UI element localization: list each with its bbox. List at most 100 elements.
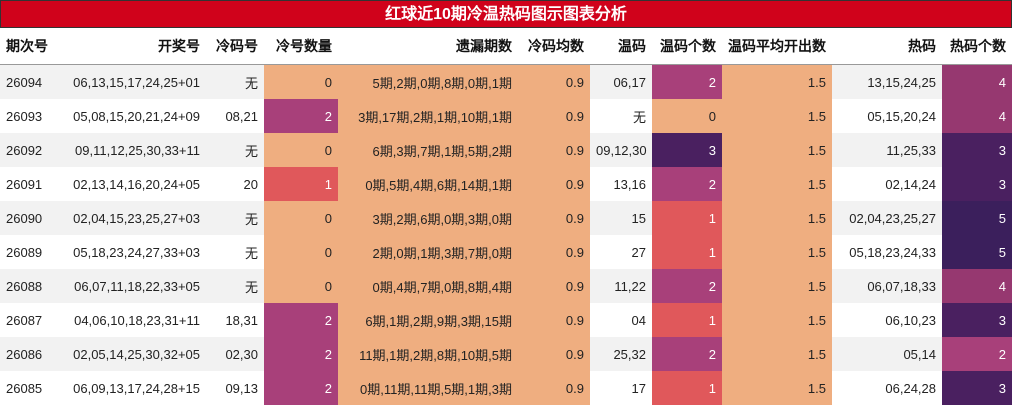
table-title: 红球近10期冷温热码图示图表分析 bbox=[0, 0, 1012, 28]
cell-hot-count: 3 bbox=[942, 167, 1012, 201]
cell-cold-avg: 0.9 bbox=[518, 303, 590, 337]
cell-hot: 02,04,23,25,27 bbox=[832, 201, 942, 235]
header-warm: 温码 bbox=[590, 28, 652, 65]
cell-cold-avg: 0.9 bbox=[518, 167, 590, 201]
table-row: 26093 05,08,15,20,21,24+09 08,21 2 3期,17期,2期… bbox=[0, 99, 1012, 133]
cell-miss: 5期,2期,0期,8期,0期,1期 bbox=[338, 64, 518, 99]
header-warm-avg: 温码平均开出数 bbox=[722, 28, 832, 65]
cell-cold: 09,13 bbox=[206, 371, 264, 405]
cell-miss: 2期,0期,1期,3期,7期,0期 bbox=[338, 235, 518, 269]
cell-warm-avg: 1.5 bbox=[722, 269, 832, 303]
cell-miss: 0期,5期,4期,6期,14期,1期 bbox=[338, 167, 518, 201]
cell-warm-avg: 1.5 bbox=[722, 64, 832, 99]
cell-warm-avg: 1.5 bbox=[722, 337, 832, 371]
table-row: 26085 06,09,13,17,24,28+15 09,13 2 0期,11期,11… bbox=[0, 371, 1012, 405]
cell-cold: 无 bbox=[206, 269, 264, 303]
header-cold-count: 冷号数量 bbox=[264, 28, 338, 65]
cell-hot-count: 2 bbox=[942, 337, 1012, 371]
cell-cold-count: 0 bbox=[264, 235, 338, 269]
cell-issue: 26093 bbox=[0, 99, 58, 133]
cell-issue: 26092 bbox=[0, 133, 58, 167]
cell-cold: 无 bbox=[206, 64, 264, 99]
cell-issue: 26089 bbox=[0, 235, 58, 269]
cell-warm: 11,22 bbox=[590, 269, 652, 303]
cell-draw: 06,07,11,18,22,33+05 bbox=[58, 269, 206, 303]
cell-hot: 05,14 bbox=[832, 337, 942, 371]
cell-cold: 无 bbox=[206, 133, 264, 167]
cell-warm: 25,32 bbox=[590, 337, 652, 371]
table-row: 26088 06,07,11,18,22,33+05 无 0 0期,4期,7期,0期,8… bbox=[0, 269, 1012, 303]
table-row: 26086 02,05,14,25,30,32+05 02,30 2 11期,1期,2期… bbox=[0, 337, 1012, 371]
header-cold-avg: 冷码均数 bbox=[518, 28, 590, 65]
cell-warm-count: 2 bbox=[652, 64, 722, 99]
cell-warm: 09,12,30 bbox=[590, 133, 652, 167]
header-draw: 开奖号 bbox=[58, 28, 206, 65]
cell-warm: 无 bbox=[590, 99, 652, 133]
cell-warm-avg: 1.5 bbox=[722, 235, 832, 269]
cell-warm-avg: 1.5 bbox=[722, 201, 832, 235]
cell-cold-count: 2 bbox=[264, 337, 338, 371]
cell-draw: 05,08,15,20,21,24+09 bbox=[58, 99, 206, 133]
cell-hot: 05,18,23,24,33 bbox=[832, 235, 942, 269]
cell-cold-avg: 0.9 bbox=[518, 64, 590, 99]
cell-cold-count: 2 bbox=[264, 99, 338, 133]
cell-warm-avg: 1.5 bbox=[722, 303, 832, 337]
cell-issue: 26094 bbox=[0, 64, 58, 99]
cell-hot: 02,14,24 bbox=[832, 167, 942, 201]
cell-miss: 0期,11期,11期,5期,1期,3期 bbox=[338, 371, 518, 405]
header-cold: 冷码号 bbox=[206, 28, 264, 65]
cell-hot-count: 5 bbox=[942, 201, 1012, 235]
cell-warm-count: 2 bbox=[652, 337, 722, 371]
cell-miss: 3期,17期,2期,1期,10期,1期 bbox=[338, 99, 518, 133]
cell-hot-count: 5 bbox=[942, 235, 1012, 269]
cell-warm-avg: 1.5 bbox=[722, 167, 832, 201]
cell-draw: 02,05,14,25,30,32+05 bbox=[58, 337, 206, 371]
cell-cold-avg: 0.9 bbox=[518, 371, 590, 405]
header-warm-count: 温码个数 bbox=[652, 28, 722, 65]
cell-miss: 3期,2期,6期,0期,3期,0期 bbox=[338, 201, 518, 235]
cell-cold: 20 bbox=[206, 167, 264, 201]
cell-warm: 27 bbox=[590, 235, 652, 269]
cell-warm-count: 0 bbox=[652, 99, 722, 133]
cell-issue: 26091 bbox=[0, 167, 58, 201]
cell-cold-count: 0 bbox=[264, 64, 338, 99]
header-hot-count: 热码个数 bbox=[942, 28, 1012, 65]
header-miss: 遗漏期数 bbox=[338, 28, 518, 65]
cell-issue: 26086 bbox=[0, 337, 58, 371]
cell-cold-avg: 0.9 bbox=[518, 337, 590, 371]
header-issue: 期次号 bbox=[0, 28, 58, 65]
cell-warm: 17 bbox=[590, 371, 652, 405]
cell-hot: 06,24,28 bbox=[832, 371, 942, 405]
cell-miss: 11期,1期,2期,8期,10期,5期 bbox=[338, 337, 518, 371]
cell-warm: 06,17 bbox=[590, 64, 652, 99]
cell-warm-count: 1 bbox=[652, 201, 722, 235]
cell-cold: 02,30 bbox=[206, 337, 264, 371]
cell-cold-avg: 0.9 bbox=[518, 99, 590, 133]
cell-hot: 06,07,18,33 bbox=[832, 269, 942, 303]
cell-cold: 18,31 bbox=[206, 303, 264, 337]
cell-warm: 13,16 bbox=[590, 167, 652, 201]
cell-hot-count: 3 bbox=[942, 371, 1012, 405]
cell-miss: 0期,4期,7期,0期,8期,4期 bbox=[338, 269, 518, 303]
cell-issue: 26085 bbox=[0, 371, 58, 405]
cell-cold: 无 bbox=[206, 235, 264, 269]
cell-hot: 13,15,24,25 bbox=[832, 64, 942, 99]
cell-warm-count: 3 bbox=[652, 133, 722, 167]
cell-cold-avg: 0.9 bbox=[518, 133, 590, 167]
cell-cold-count: 2 bbox=[264, 371, 338, 405]
cell-hot: 06,10,23 bbox=[832, 303, 942, 337]
cell-warm-count: 1 bbox=[652, 235, 722, 269]
cell-miss: 6期,1期,2期,9期,3期,15期 bbox=[338, 303, 518, 337]
cell-warm-avg: 1.5 bbox=[722, 99, 832, 133]
cell-miss: 6期,3期,7期,1期,5期,2期 bbox=[338, 133, 518, 167]
cell-draw: 06,09,13,17,24,28+15 bbox=[58, 371, 206, 405]
cell-warm-count: 1 bbox=[652, 303, 722, 337]
cell-draw: 06,13,15,17,24,25+01 bbox=[58, 64, 206, 99]
table-row: 26087 04,06,10,18,23,31+11 18,31 2 6期,1期,2期,… bbox=[0, 303, 1012, 337]
header-row: 期次号 开奖号 冷码号 冷号数量 遗漏期数 冷码均数 温码 温码个数 温码平均开… bbox=[0, 28, 1012, 65]
table-row: 26091 02,13,14,16,20,24+05 20 1 0期,5期,4期,6期,… bbox=[0, 167, 1012, 201]
table-row: 26094 06,13,15,17,24,25+01 无 0 5期,2期,0期,8期,0… bbox=[0, 64, 1012, 99]
cell-hot-count: 4 bbox=[942, 99, 1012, 133]
cell-cold-avg: 0.9 bbox=[518, 235, 590, 269]
cell-issue: 26088 bbox=[0, 269, 58, 303]
